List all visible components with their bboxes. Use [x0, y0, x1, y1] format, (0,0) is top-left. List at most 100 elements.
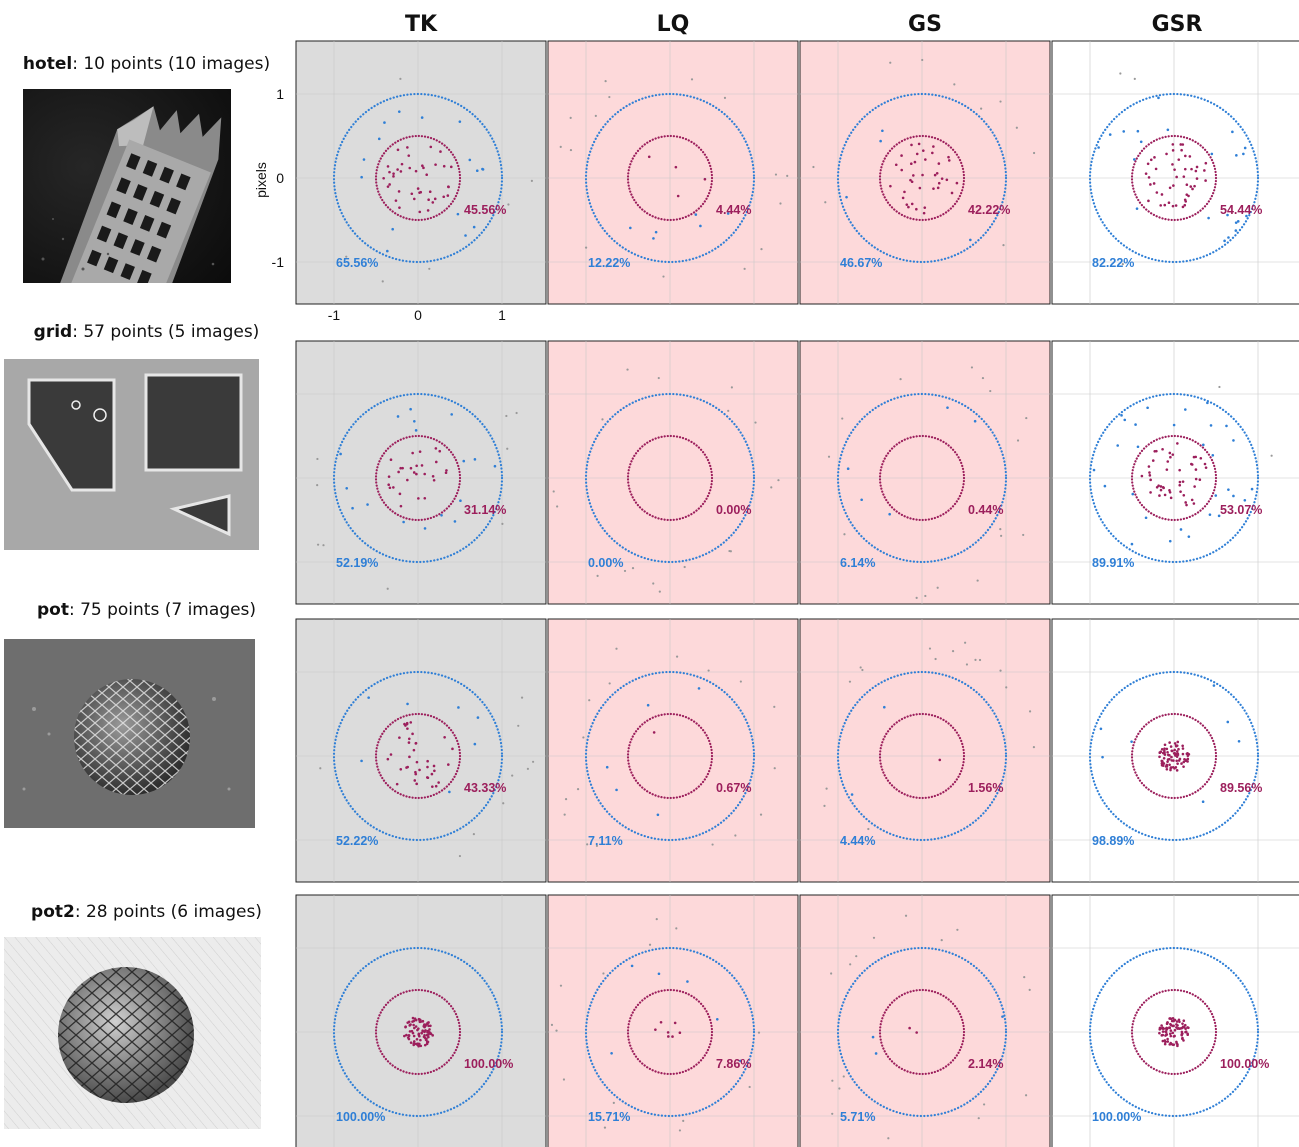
point-outer: [457, 706, 460, 709]
point-outlier: [842, 1075, 845, 1078]
point-inner: [415, 464, 418, 468]
point-inner: [909, 162, 913, 166]
point-outlier: [843, 533, 846, 536]
point-outer: [1231, 130, 1234, 134]
point-inner: [1162, 1027, 1166, 1030]
dataset-name: hotel: [22, 54, 73, 74]
point-outer: [1116, 444, 1119, 447]
point-outer: [472, 225, 476, 229]
inner-circle: [878, 712, 966, 800]
inner-circle: [374, 988, 462, 1076]
point-inner: [428, 1028, 431, 1031]
point-inner: [1173, 767, 1176, 770]
point-inner: [921, 173, 924, 177]
point-inner: [437, 781, 440, 784]
point-inner: [703, 177, 707, 181]
point-outer: [1214, 494, 1218, 497]
point-inner: [411, 451, 414, 455]
point-outlier: [458, 854, 462, 858]
outer-percentage-label: 46.67%: [840, 256, 882, 270]
point-outer: [1208, 513, 1212, 516]
point-outer: [1136, 445, 1140, 449]
point-inner: [396, 168, 399, 171]
point-inner: [392, 486, 395, 489]
point-inner: [932, 187, 935, 190]
point-outlier: [501, 522, 504, 525]
point-inner: [430, 772, 434, 776]
point-outlier: [831, 1112, 834, 1115]
point-outlier: [605, 265, 608, 268]
point-outer: [377, 137, 381, 141]
point-inner: [921, 149, 925, 152]
point-outer: [456, 212, 460, 216]
point-inner: [900, 154, 903, 157]
point-outlier: [936, 586, 939, 589]
outer-circle: [332, 946, 504, 1118]
point-inner: [938, 758, 942, 762]
point-outlier: [517, 724, 520, 727]
panel-background: [547, 40, 799, 305]
point-outlier: [601, 418, 604, 421]
point-outlier: [748, 1085, 751, 1089]
point-inner: [414, 1025, 418, 1028]
point-inner: [1166, 460, 1170, 463]
outer-circle: [332, 670, 504, 842]
point-inner: [1178, 1020, 1181, 1024]
point-inner: [420, 464, 424, 467]
point-inner: [432, 764, 436, 768]
panel-pot-lq: 0.67% 7.11%: [547, 618, 799, 883]
outer-percentage-label: 12.22%: [588, 256, 630, 270]
point-inner: [387, 483, 390, 487]
point-inner: [1169, 1029, 1173, 1032]
point-outlier: [381, 280, 384, 283]
point-inner: [1191, 187, 1194, 191]
inner-percentage-label: 54.44%: [1220, 203, 1262, 217]
point-inner: [1169, 1022, 1172, 1026]
point-inner: [386, 757, 390, 761]
point-inner: [1185, 503, 1188, 507]
point-inner: [1203, 462, 1207, 466]
point-outlier: [887, 1137, 890, 1140]
inner-circle: [1130, 988, 1218, 1076]
point-outer: [715, 1017, 719, 1021]
point-inner: [1146, 162, 1150, 166]
point-inner: [419, 190, 423, 194]
point-inner: [449, 165, 453, 169]
point-inner: [1159, 750, 1163, 754]
point-outlier: [730, 386, 733, 389]
point-inner: [1163, 203, 1167, 207]
point-inner: [1185, 183, 1189, 187]
point-inner: [1164, 1030, 1168, 1033]
point-inner: [394, 199, 398, 202]
point-outlier: [904, 914, 908, 917]
point-outlier: [849, 963, 852, 966]
grid-thumbnail: [4, 359, 259, 550]
point-inner: [652, 731, 656, 734]
point-inner: [1168, 763, 1171, 767]
point-outlier: [1023, 976, 1026, 979]
point-outlier: [978, 658, 982, 662]
point-inner: [1175, 759, 1178, 763]
point-inner: [1182, 760, 1186, 764]
inner-circle: [1130, 134, 1218, 222]
point-outer: [473, 458, 477, 461]
panel-hotel-gsr: 54.44% 82.22%: [1051, 40, 1299, 305]
point-inner: [411, 732, 414, 736]
point-inner: [1166, 760, 1169, 763]
point-inner: [1181, 205, 1185, 209]
point-inner: [1184, 1027, 1187, 1031]
point-inner: [1147, 199, 1150, 203]
point-outer: [1207, 216, 1210, 220]
point-inner: [940, 177, 944, 180]
point-outer: [694, 213, 698, 216]
point-inner: [1160, 763, 1164, 767]
point-outer: [1243, 146, 1247, 150]
point-outer: [367, 696, 370, 699]
point-outlier: [1000, 534, 1003, 537]
point-inner: [1176, 1027, 1179, 1030]
point-inner: [1175, 769, 1179, 772]
point-inner: [408, 1030, 412, 1033]
point-outer: [459, 499, 462, 502]
point-inner: [1174, 754, 1177, 757]
point-inner: [414, 169, 418, 173]
